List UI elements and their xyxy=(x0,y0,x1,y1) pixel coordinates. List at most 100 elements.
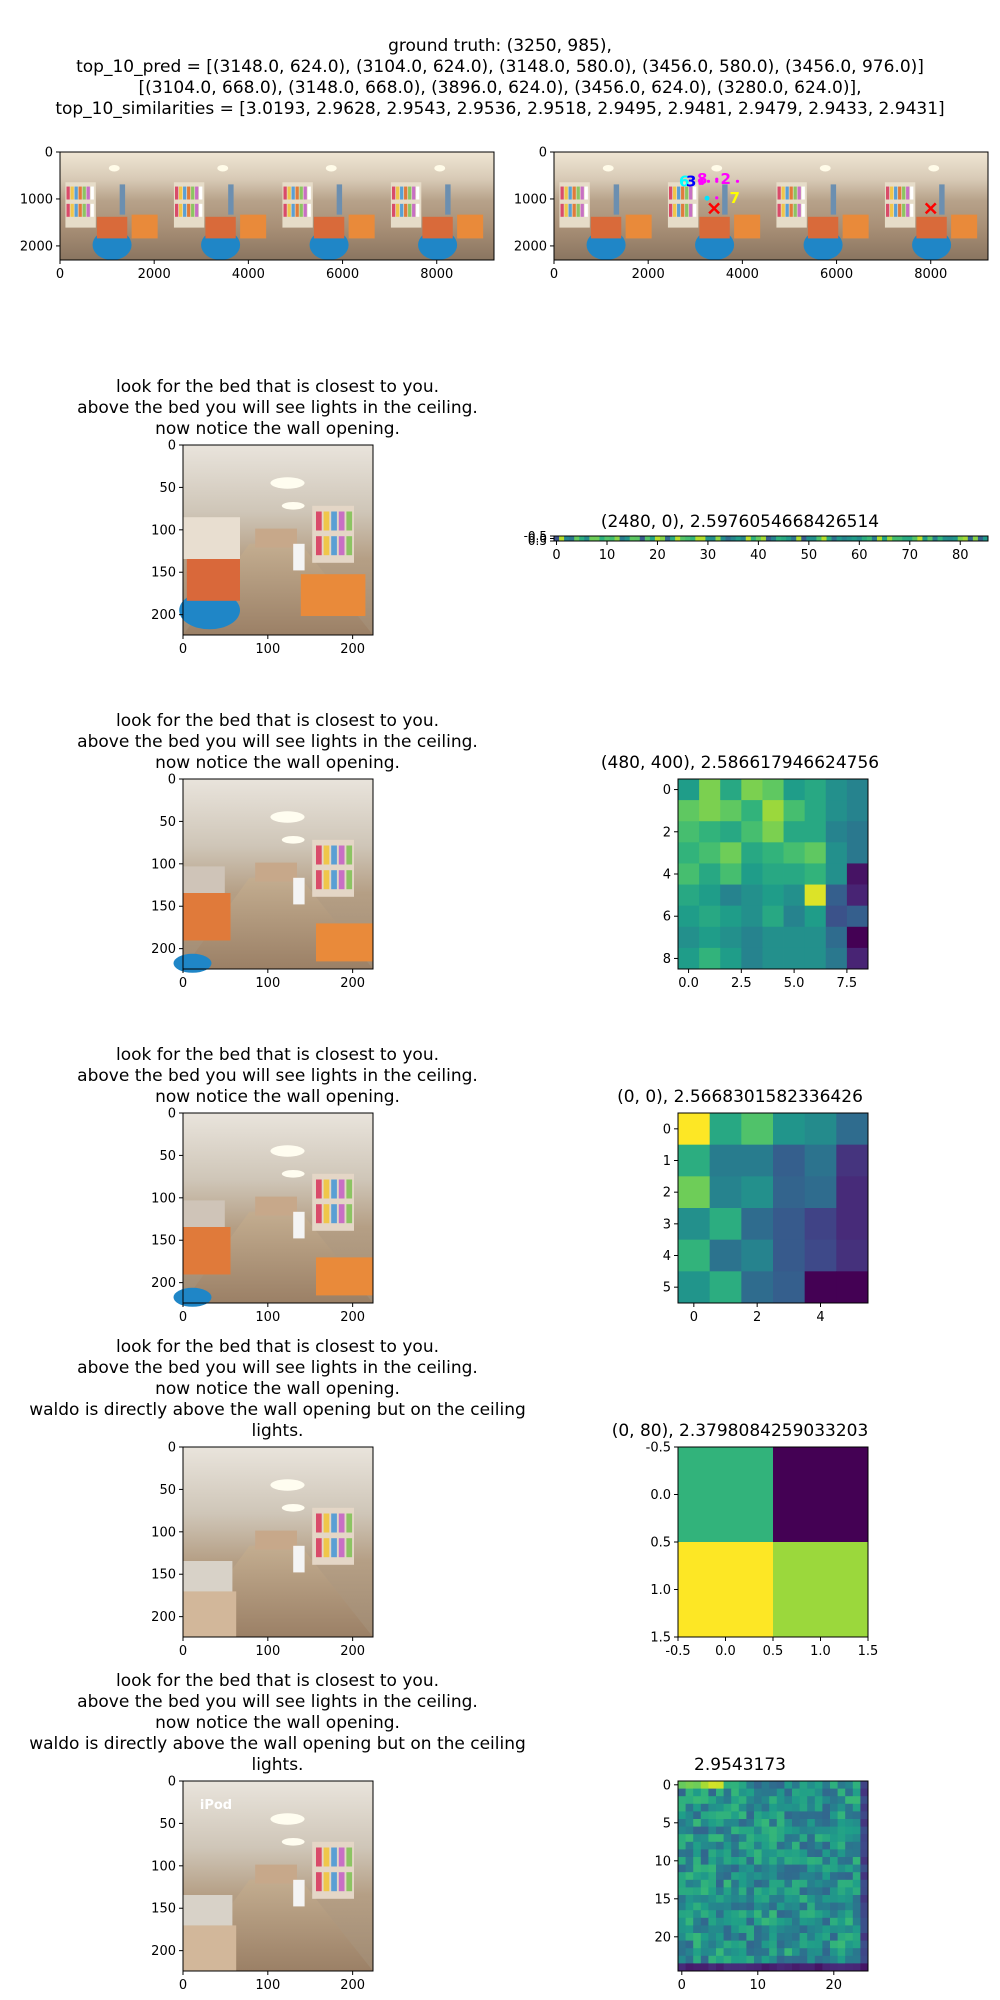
heatmap-cell xyxy=(852,1887,861,1896)
heatmap-cell xyxy=(804,1208,837,1241)
shelf-item xyxy=(346,870,353,890)
x-tick-label: 4000 xyxy=(726,267,759,282)
heatmap-cell xyxy=(769,1925,778,1934)
shelf-item xyxy=(673,186,677,200)
heatmap-cell xyxy=(678,1917,686,1926)
heatmap-cell xyxy=(693,1841,702,1850)
heatmap-cell xyxy=(690,536,696,541)
heatmap-cell xyxy=(716,1933,724,1941)
prediction-label: 7 xyxy=(730,189,740,207)
heatmap-cell xyxy=(922,536,928,541)
heatmap-cell xyxy=(761,1864,770,1873)
heatmap-cell xyxy=(708,1796,717,1805)
heatmap-cell xyxy=(731,1910,740,1919)
y-tick-label: 0 xyxy=(45,146,53,161)
heatmap-cell xyxy=(731,1940,740,1949)
heatmap-cell xyxy=(773,1542,869,1638)
shelf-item xyxy=(66,203,70,217)
heatmap-cell xyxy=(761,1925,770,1934)
y-tick-label: 0 xyxy=(168,439,176,454)
heatmap-cell xyxy=(781,536,787,541)
heatmap-cell xyxy=(830,1887,838,1896)
heatmap-cell xyxy=(769,1895,778,1903)
heatmap-cell xyxy=(746,1887,755,1896)
heatmap-cell xyxy=(897,536,903,541)
ceiling-light xyxy=(819,164,831,172)
heatmap-cell xyxy=(708,1963,717,1972)
heatmap-cell xyxy=(599,536,605,541)
x-tick-label: 0 xyxy=(179,976,187,991)
y-tick-label: 2000 xyxy=(514,239,547,254)
heatmap-cell xyxy=(814,1940,823,1949)
shelf-item xyxy=(584,186,588,200)
shelf-item xyxy=(323,1513,330,1533)
y-tick-label: 2 xyxy=(663,825,671,840)
heatmap-cell xyxy=(741,884,763,907)
caption-line: above the bed you will see lights in the… xyxy=(77,398,478,418)
shelf-item xyxy=(90,186,94,200)
heatmap-cell xyxy=(860,1841,869,1850)
shelf-item xyxy=(323,845,330,865)
shelf-item xyxy=(689,203,693,217)
heatmap-cell xyxy=(814,1925,823,1934)
heatmap-cell xyxy=(822,1955,831,1964)
shelf-item xyxy=(902,186,906,200)
heatmap-cell xyxy=(769,1902,778,1911)
heatmap-cell xyxy=(804,905,827,928)
y-tick-label: 1000 xyxy=(514,192,547,207)
heatmap-cell xyxy=(784,1917,793,1926)
wall-opening xyxy=(722,184,728,215)
caption-line: lights. xyxy=(251,1421,304,1441)
heatmap-cell xyxy=(860,1879,869,1888)
heatmap-cell xyxy=(830,1811,838,1820)
axes-frame xyxy=(182,1446,374,1638)
x-tick-label: -0.5 xyxy=(665,1644,690,1659)
shelf-item xyxy=(693,186,697,200)
heatmap-cell xyxy=(822,1963,831,1972)
heatmap-cell xyxy=(807,1948,816,1957)
heatmap-cell xyxy=(740,536,747,541)
shelf-item xyxy=(316,1179,322,1199)
heatmap-cell xyxy=(804,947,827,970)
axes-frame xyxy=(677,1780,869,1972)
heatmap-cell xyxy=(678,1113,711,1146)
shelf-item xyxy=(681,203,685,217)
heatmap-cell xyxy=(799,1834,808,1843)
heatmap-cell xyxy=(761,1819,770,1827)
heatmap-cell xyxy=(700,1857,709,1865)
heatmap-cell xyxy=(825,800,848,822)
heatmap-cell xyxy=(754,1933,762,1941)
heatmap-cell xyxy=(783,842,806,864)
heatmap-cell xyxy=(594,536,600,541)
heatmap-cell xyxy=(754,1879,762,1888)
heatmap-cell xyxy=(716,1948,724,1957)
x-marker xyxy=(924,202,937,215)
shelf-item xyxy=(677,186,681,200)
heatmap-cell xyxy=(731,1834,740,1843)
heatmap-cell xyxy=(860,1902,869,1911)
heatmap-cell xyxy=(836,1176,869,1209)
heatmap-cell xyxy=(814,1811,823,1820)
shelf-item xyxy=(338,845,345,865)
heatmap-cell xyxy=(678,1819,686,1827)
heatmap-cell xyxy=(754,1788,762,1797)
heatmap-cell xyxy=(784,1834,793,1843)
x-tick-label: 10 xyxy=(750,1978,767,1993)
heatmap-cell xyxy=(720,947,742,970)
heatmap-cell xyxy=(709,1239,742,1272)
heatmap-cell xyxy=(693,1955,702,1964)
heatmap-cell xyxy=(693,1826,702,1835)
y-tick-label: 0 xyxy=(168,1441,176,1456)
heatmap-cell xyxy=(731,1955,740,1964)
heatmap-cell xyxy=(837,1788,846,1797)
heatmap-cell xyxy=(693,1910,702,1919)
heatmap-cell xyxy=(852,1864,861,1873)
heatmap-cell xyxy=(837,1834,846,1843)
x-tick-label: 0 xyxy=(179,1978,187,1993)
shelf-item xyxy=(777,203,781,217)
shelf-item xyxy=(412,186,416,200)
heatmap-cell xyxy=(741,800,763,822)
ground-truth-point xyxy=(704,195,710,201)
heatmap-cell xyxy=(917,536,923,541)
heatmap-cell xyxy=(685,1902,694,1911)
